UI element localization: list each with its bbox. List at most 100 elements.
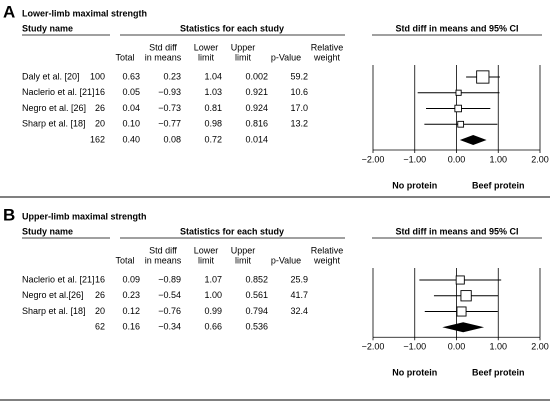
table-cell: 0.99 — [204, 306, 222, 316]
table-cell: 0.40 — [122, 134, 140, 144]
panel-title: Lower-limb maximal strength — [22, 8, 147, 18]
table-cell: −0.54 — [158, 290, 181, 300]
column-header: limit — [235, 52, 251, 62]
plot-header: Std diff in means and 95% CI — [395, 23, 518, 33]
column-header: Total — [115, 52, 134, 62]
table-cell: 0.23 — [122, 290, 140, 300]
table-cell: 17.0 — [290, 103, 308, 113]
effect-square — [454, 104, 462, 113]
column-header: Std diff — [149, 42, 177, 52]
table-cell: −0.93 — [158, 87, 181, 97]
table-cell: 0.05 — [122, 87, 140, 97]
table-cell: 0.10 — [122, 119, 140, 129]
table-cell: 0.66 — [204, 322, 222, 332]
effect-square — [456, 306, 467, 317]
table-cell: 16 — [95, 274, 105, 284]
table-cell: 0.561 — [245, 290, 268, 300]
table-cell: 0.98 — [204, 119, 222, 129]
effect-square — [476, 70, 490, 84]
left-label: No protein — [392, 180, 437, 190]
table-cell: −0.89 — [158, 274, 181, 284]
column-header: weight — [313, 255, 341, 265]
column-header: Upper — [231, 42, 256, 52]
x-tick-label: −2.00 — [362, 342, 385, 352]
study-name: Naclerio et al. [21] — [22, 87, 95, 97]
table-cell: 0.924 — [245, 103, 268, 113]
table-cell: 0.04 — [122, 103, 140, 113]
table-cell: 0.002 — [245, 71, 268, 81]
table-cell: 0.536 — [245, 322, 268, 332]
stats-header: Statistics for each study — [180, 23, 284, 33]
table-cell: −0.76 — [158, 306, 181, 316]
table-cell: 41.7 — [290, 290, 308, 300]
column-header: limit — [235, 255, 251, 265]
column-header: Relative — [311, 245, 344, 255]
column-header: Upper — [231, 245, 256, 255]
x-tick-label: 2.00 — [531, 154, 549, 164]
x-tick-label: 2.00 — [531, 342, 549, 352]
table-cell: 1.00 — [204, 290, 222, 300]
effect-square — [457, 120, 465, 128]
table-cell: 0.852 — [245, 274, 268, 284]
column-header: Std diff — [149, 245, 177, 255]
table-cell: 13.2 — [290, 119, 308, 129]
stats-header: Statistics for each study — [180, 226, 284, 236]
table-cell: 0.794 — [245, 306, 268, 316]
column-header: Lower — [194, 42, 219, 52]
table-cell: 59.2 — [290, 71, 308, 81]
x-tick-label: 1.00 — [489, 154, 507, 164]
table-cell: 0.16 — [122, 322, 140, 332]
table-cell: 20 — [95, 119, 105, 129]
column-header: limit — [198, 52, 214, 62]
column-header: in means — [145, 52, 182, 62]
study-name: Negro et al.[26] — [22, 290, 84, 300]
x-tick-label: −2.00 — [362, 154, 385, 164]
column-header: p-Value — [271, 255, 301, 265]
table-cell: 0.921 — [245, 87, 268, 97]
effect-square — [455, 275, 465, 285]
table-cell: 25.9 — [290, 274, 308, 284]
effect-square — [460, 290, 472, 302]
table-cell: 26 — [95, 103, 105, 113]
study-name: Negro et al. [26] — [22, 103, 86, 113]
table-cell: 32.4 — [290, 306, 308, 316]
x-tick-label: −1.00 — [403, 154, 426, 164]
study-header: Study name — [22, 226, 73, 236]
study-name: Sharp et al. [18] — [22, 306, 86, 316]
table-cell: 0.816 — [245, 119, 268, 129]
column-header: Relative — [311, 42, 344, 52]
table-cell: 0.08 — [163, 134, 181, 144]
panel-label: B — [3, 205, 15, 224]
table-cell: 10.6 — [290, 87, 308, 97]
plot-header: Std diff in means and 95% CI — [395, 226, 518, 236]
column-header: weight — [313, 52, 341, 62]
column-header: Total — [115, 255, 134, 265]
table-cell: 100 — [90, 71, 105, 81]
table-cell: 20 — [95, 306, 105, 316]
right-label: Beef protein — [472, 180, 525, 190]
table-cell: 0.23 — [163, 71, 181, 81]
left-label: No protein — [392, 368, 437, 378]
x-tick-label: 0.00 — [448, 154, 466, 164]
table-cell: −0.34 — [158, 322, 181, 332]
effect-square — [455, 89, 462, 96]
study-name: Daly et al. [20] — [22, 71, 80, 81]
table-cell: 0.014 — [245, 134, 268, 144]
panel-title: Upper-limb maximal strength — [22, 211, 147, 221]
column-header: Lower — [194, 245, 219, 255]
pooled-diamond — [459, 135, 487, 145]
table-cell: 62 — [95, 322, 105, 332]
table-cell: 1.03 — [204, 87, 222, 97]
table-cell: −0.77 — [158, 119, 181, 129]
x-tick-label: −1.00 — [403, 342, 426, 352]
study-name: Naclerio et al. [21] — [22, 274, 95, 284]
column-header: in means — [145, 255, 182, 265]
table-cell: 26 — [95, 290, 105, 300]
table-cell: 0.12 — [122, 306, 140, 316]
panel-label: A — [3, 2, 15, 21]
table-cell: 0.63 — [122, 71, 140, 81]
study-name: Sharp et al. [18] — [22, 119, 86, 129]
table-cell: −0.73 — [158, 103, 181, 113]
